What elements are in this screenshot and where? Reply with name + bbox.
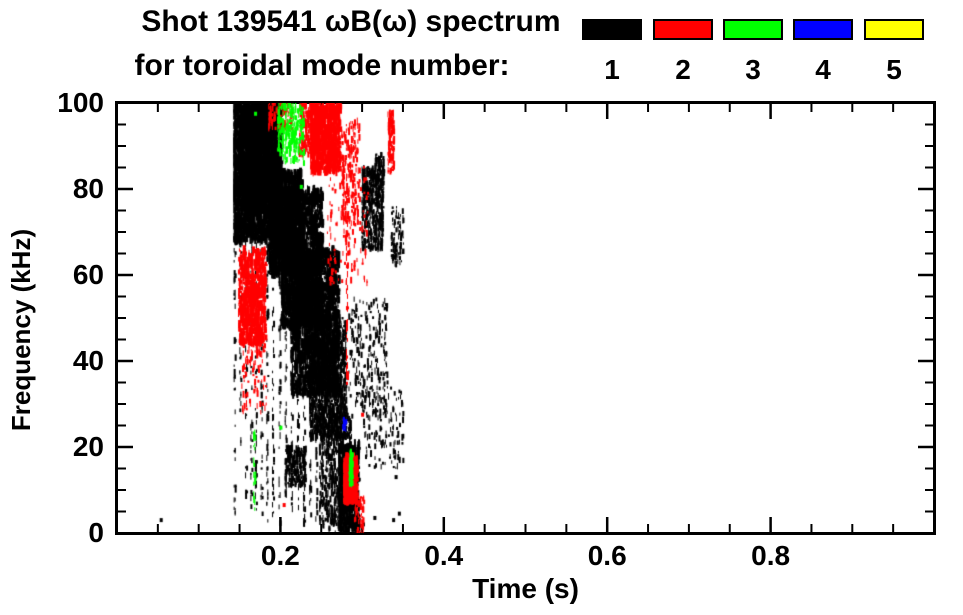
x-tick-label: 0.6	[587, 540, 627, 571]
legend-label-2: 2	[675, 54, 691, 85]
legend-swatch-1	[582, 19, 642, 40]
spectrogram-canvas	[117, 103, 934, 533]
legend-swatch-4	[793, 19, 853, 40]
figure-title-line1: Shot 139541 ωB(ω) spectrum	[141, 5, 561, 38]
x-axis-title: Time (s)	[472, 573, 579, 604]
legend-label-3: 3	[745, 54, 761, 85]
figure-title-line2: for toroidal mode number:	[134, 49, 510, 82]
y-axis-title: Frequency (kHz)	[6, 228, 36, 432]
legend-label-4: 4	[815, 54, 831, 85]
y-tick-label: 60	[72, 259, 104, 290]
x-tick-label: 0.8	[751, 540, 791, 571]
y-tick-label: 0	[88, 517, 104, 548]
legend-swatch-3	[723, 19, 783, 40]
legend-swatch-2	[653, 19, 713, 40]
legend-label-5: 5	[886, 54, 902, 85]
x-tick-label: 0.2	[260, 540, 300, 571]
y-tick-label: 40	[72, 345, 104, 376]
x-tick-label: 0.4	[424, 540, 464, 571]
y-tick-label: 20	[72, 431, 104, 462]
legend-label-1: 1	[604, 54, 620, 85]
y-tick-label: 80	[72, 173, 104, 204]
y-tick-label: 100	[57, 87, 104, 118]
legend-swatch-5	[864, 19, 924, 40]
